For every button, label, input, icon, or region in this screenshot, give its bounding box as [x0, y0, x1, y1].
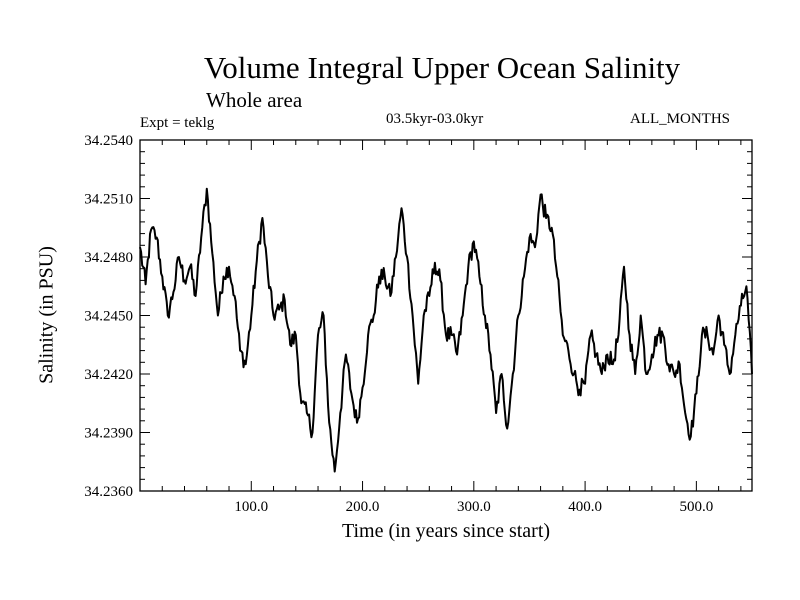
x-tick-label: 500.0 — [679, 499, 713, 515]
months-label: ALL_MONTHS — [630, 111, 730, 127]
experiment-label: Expt = teklg — [140, 115, 215, 131]
tick-layer: 100.0 200.0 300.0 400.0 500.0 34.2360 34.2390 3… — [84, 133, 752, 515]
chart-title: Volume Integral Upper Ocean Salinity — [203, 50, 681, 85]
y-tick-label: 34.2510 — [84, 192, 133, 208]
period-label: 03.5kyr-03.0kyr — [386, 111, 484, 127]
x-tick-label: 100.0 — [234, 499, 268, 515]
x-tick-label: 400.0 — [568, 499, 602, 515]
plot-frame — [139, 139, 753, 492]
x-axis-label: Time (in years since start) — [341, 520, 551, 542]
salinity-series-line — [139, 187, 753, 473]
y-tick-label: 34.2450 — [84, 309, 133, 325]
x-tick-label: 300.0 — [457, 499, 491, 515]
y-tick-label: 34.2390 — [84, 426, 133, 442]
chart-subtitle: Whole area — [206, 88, 303, 112]
y-tick-label: 34.2540 — [84, 133, 133, 149]
y-tick-label: 34.2360 — [84, 484, 133, 500]
y-tick-label: 34.2480 — [84, 250, 133, 266]
x-tick-label: 200.0 — [346, 499, 380, 515]
y-tick-label: 34.2420 — [84, 367, 133, 383]
